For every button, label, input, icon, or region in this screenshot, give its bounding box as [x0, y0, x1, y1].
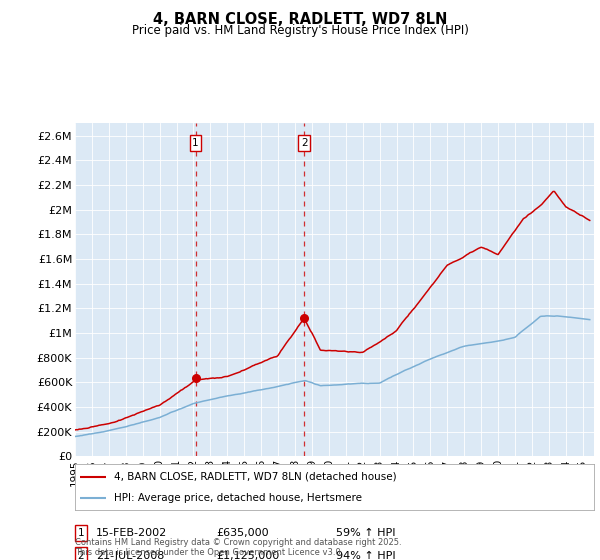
Text: 4, BARN CLOSE, RADLETT, WD7 8LN: 4, BARN CLOSE, RADLETT, WD7 8LN — [153, 12, 447, 27]
Text: 15-FEB-2002: 15-FEB-2002 — [96, 528, 167, 538]
Text: 59% ↑ HPI: 59% ↑ HPI — [336, 528, 395, 538]
Text: £635,000: £635,000 — [216, 528, 269, 538]
Text: Contains HM Land Registry data © Crown copyright and database right 2025.
This d: Contains HM Land Registry data © Crown c… — [75, 538, 401, 557]
Text: Price paid vs. HM Land Registry's House Price Index (HPI): Price paid vs. HM Land Registry's House … — [131, 24, 469, 37]
Text: 1: 1 — [77, 528, 85, 538]
Text: 21-JUL-2008: 21-JUL-2008 — [96, 550, 164, 560]
Text: HPI: Average price, detached house, Hertsmere: HPI: Average price, detached house, Hert… — [114, 493, 362, 503]
Text: 2: 2 — [77, 550, 85, 560]
Text: 1: 1 — [192, 138, 199, 148]
Text: £1,125,000: £1,125,000 — [216, 550, 279, 560]
Text: 94% ↑ HPI: 94% ↑ HPI — [336, 550, 395, 560]
Text: 4, BARN CLOSE, RADLETT, WD7 8LN (detached house): 4, BARN CLOSE, RADLETT, WD7 8LN (detache… — [114, 472, 397, 482]
Text: 2: 2 — [301, 138, 308, 148]
